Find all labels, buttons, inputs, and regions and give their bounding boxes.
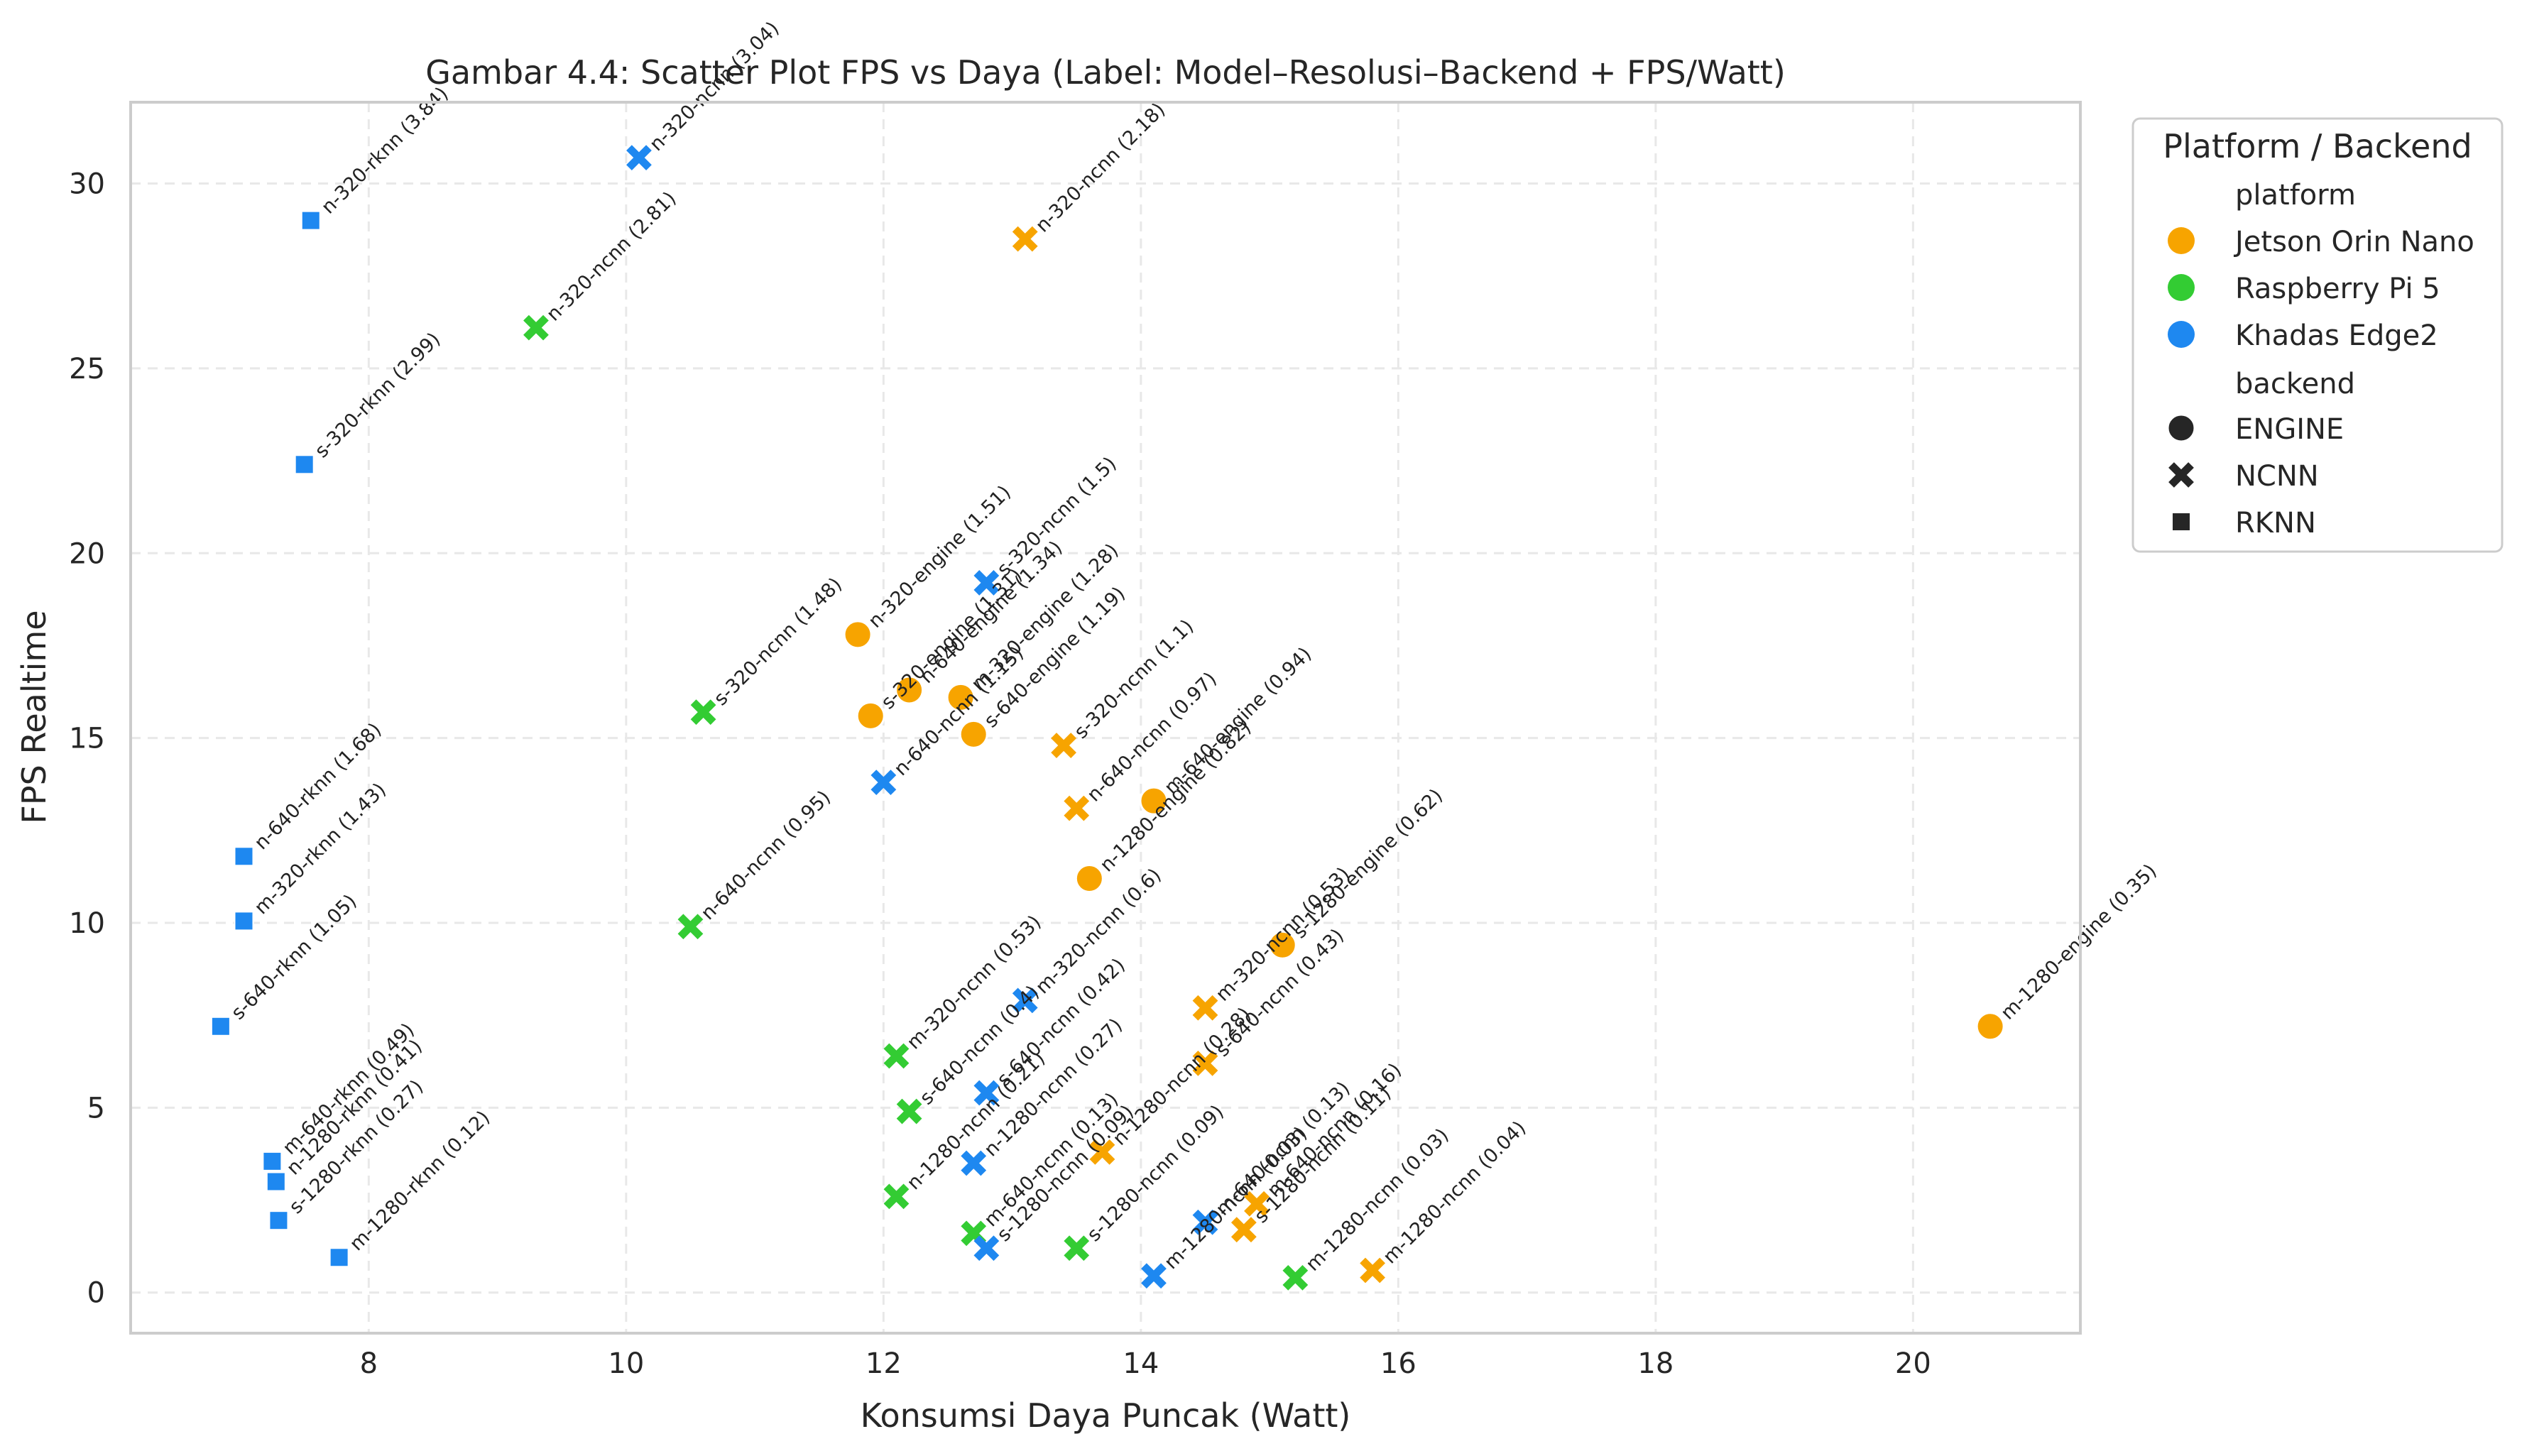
x-tick-label: 10 (608, 1347, 644, 1380)
data-point (883, 1183, 910, 1210)
x-tick-label: 20 (1895, 1347, 1931, 1380)
legend-platform-label: Raspberry Pi 5 (2235, 273, 2440, 305)
data-point (1012, 987, 1038, 1014)
data-point (1192, 1050, 1218, 1076)
data-point (946, 682, 976, 712)
legend-box (2131, 117, 2504, 553)
data-point (1139, 786, 1169, 816)
legend-backend-label: RKNN (2235, 507, 2316, 540)
y-tick-label: 15 (69, 723, 105, 755)
legend-backend-label: ENGINE (2235, 413, 2344, 446)
data-point (870, 770, 897, 796)
x-tick-label: 14 (1123, 1347, 1159, 1380)
data-point (973, 1080, 1000, 1106)
legend-platform-marker (2168, 227, 2195, 254)
data-point (1244, 1190, 1270, 1217)
x-tick-label: 12 (866, 1347, 902, 1380)
legend-platform-entries: Jetson Orin Nano Raspberry Pi 5 Khadas Edg… (2168, 226, 2474, 352)
data-point (626, 145, 652, 170)
data-point (266, 1171, 286, 1192)
data-point (690, 699, 716, 726)
points-layer (210, 145, 2005, 1291)
data-point (1064, 1235, 1090, 1261)
y-tick-label: 10 (69, 907, 105, 940)
data-point (677, 914, 704, 940)
legend-platform-header: platform (2235, 179, 2356, 212)
y-tick-label: 30 (69, 168, 105, 201)
data-point (1192, 1209, 1218, 1235)
y-tick-label: 5 (87, 1092, 105, 1124)
data-point (973, 570, 1000, 596)
y-tick-label: 25 (69, 353, 105, 385)
legend-backend-label: NCNN (2235, 460, 2319, 493)
data-point (1089, 1139, 1115, 1165)
chart-title: Gambar 4.4: Scatter Plot FPS vs Daya (La… (425, 53, 1786, 92)
data-point (1360, 1257, 1385, 1283)
legend-backend-marker (2168, 462, 2194, 488)
data-point (896, 1098, 922, 1124)
data-point (294, 454, 315, 475)
data-point (523, 314, 549, 341)
data-point (856, 701, 885, 730)
legend: Platform / Backend platform Jetson Orin … (2131, 117, 2504, 553)
data-point (300, 210, 321, 231)
data-point (1192, 995, 1218, 1021)
data-point (1064, 795, 1090, 821)
data-point (262, 1151, 283, 1171)
data-point (883, 1043, 910, 1069)
legend-platform-marker (2168, 321, 2195, 348)
data-point (843, 620, 873, 650)
data-point (1141, 1263, 1167, 1289)
data-point (1230, 1217, 1257, 1243)
data-point (329, 1247, 349, 1268)
data-point (210, 1016, 231, 1036)
data-point (1012, 226, 1038, 252)
data-point (1267, 930, 1297, 960)
data-point (1051, 733, 1076, 758)
tick-layer: 8 10 12 14 16 18 20 0 5 10 15 20 25 30 (69, 168, 1931, 1380)
legend-platform-label: Khadas Edge2 (2235, 319, 2438, 352)
legend-platform-marker (2168, 274, 2195, 301)
data-point (1975, 1012, 2005, 1041)
plot-frame (129, 101, 2082, 1335)
x-axis-label: Konsumsi Daya Puncak (Watt) (861, 1396, 1351, 1435)
legend-backend-marker (2171, 512, 2191, 532)
x-tick-label: 16 (1380, 1347, 1416, 1380)
legend-backend-marker (2166, 413, 2196, 443)
data-point (959, 719, 988, 749)
data-point (234, 846, 254, 867)
data-point (268, 1210, 289, 1231)
data-point (234, 911, 254, 931)
data-point (1282, 1265, 1309, 1291)
data-point (895, 675, 924, 705)
data-point (1074, 864, 1104, 894)
legend-backend-header: backend (2235, 368, 2355, 400)
y-tick-label: 20 (69, 537, 105, 570)
legend-platform-label: Jetson Orin Nano (2233, 226, 2474, 258)
y-axis-label: FPS Realtime (15, 610, 53, 823)
legend-title: Platform / Backend (2163, 127, 2472, 165)
y-tick-label: 0 (87, 1277, 105, 1310)
x-tick-label: 18 (1637, 1347, 1674, 1380)
data-point (973, 1235, 1000, 1261)
legend-backend-entries: ENGINE NCNN RKNN (2166, 413, 2344, 540)
x-tick-label: 8 (360, 1347, 378, 1380)
data-point (961, 1150, 987, 1176)
